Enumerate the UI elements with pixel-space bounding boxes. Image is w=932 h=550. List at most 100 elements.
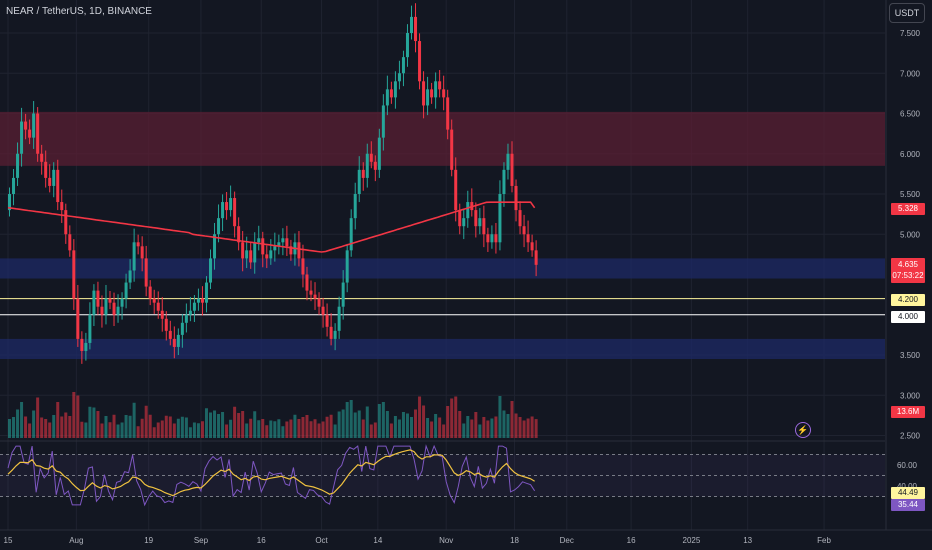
volume-bar: [462, 423, 466, 438]
price-tick-label: 6.000: [900, 150, 921, 159]
sma-line: [7, 201, 536, 253]
symbol-title[interactable]: NEAR / TetherUS, 1D, BINANCE: [6, 6, 152, 17]
price-tick-label: 6.500: [900, 110, 921, 119]
candle-body: [426, 89, 430, 106]
volume-bar: [325, 416, 329, 438]
candle-body: [56, 169, 60, 203]
last-price-tag: 4.635 07:53:22: [891, 258, 925, 283]
candle-body: [112, 302, 116, 315]
volume-bar: [36, 397, 40, 438]
volume-bar: [80, 421, 84, 438]
candle-body: [389, 89, 393, 98]
sma-value-tag: 5.328: [891, 203, 925, 215]
candle-body: [84, 342, 88, 351]
price-tick-label: 7.000: [900, 69, 921, 78]
volume-bar: [168, 416, 172, 438]
volume-bar: [72, 392, 76, 438]
candle-body: [237, 226, 241, 243]
candle-body: [28, 129, 32, 138]
price-tick-label: 5.000: [900, 230, 921, 239]
volume-bar: [466, 416, 470, 438]
volume-bar: [397, 419, 401, 438]
volume-bar: [301, 417, 305, 438]
candle-body: [385, 89, 389, 106]
time-tick-label: Oct: [315, 536, 328, 545]
volume-bar: [534, 419, 538, 438]
volume-bar: [8, 419, 11, 438]
volume-bar: [64, 412, 68, 438]
candle-body: [249, 250, 253, 263]
candle-body: [526, 234, 530, 243]
volume-bar: [478, 424, 482, 438]
volume-bar: [136, 426, 140, 438]
candle-body: [241, 242, 245, 259]
level-high-tag: 4.200: [891, 294, 925, 306]
candle-body: [213, 234, 217, 259]
candle-body: [434, 81, 438, 98]
volume-bar: [124, 415, 128, 438]
time-axis[interactable]: 15 Aug 19 Sep 16 Oct 14 Nov 18 Dec 16 2025 13 Feb: [0, 529, 932, 545]
volume-bar: [44, 419, 48, 438]
candle-body: [180, 322, 184, 335]
candle-body: [345, 250, 349, 283]
candle-body: [76, 298, 80, 339]
candle-body: [24, 121, 28, 130]
candle-body: [132, 242, 136, 271]
candle-body: [148, 286, 152, 299]
volume-bar: [192, 422, 196, 438]
time-tick-label: Sep: [194, 536, 209, 545]
candle-body: [12, 177, 16, 194]
lightning-icon[interactable]: ⚡: [795, 422, 811, 438]
volume-bar: [48, 422, 52, 438]
volume-bar: [200, 421, 204, 438]
time-tick-label: 14: [373, 536, 382, 545]
volume-bar: [148, 414, 152, 438]
candle-body: [120, 298, 124, 307]
volume-bar: [164, 415, 168, 438]
volume-bar: [196, 423, 200, 438]
candle-body: [96, 290, 100, 307]
volume-bar: [289, 419, 293, 438]
candle-body: [297, 242, 301, 259]
price-tick-label: 7.500: [900, 29, 921, 38]
volume-bar: [369, 424, 373, 438]
volume-bar: [333, 424, 337, 438]
volume-bar: [60, 416, 64, 438]
volume-bar: [474, 412, 478, 438]
candle-body: [128, 270, 132, 283]
candle-body: [405, 33, 409, 58]
time-tick-label: Dec: [560, 536, 574, 545]
candle-body: [333, 330, 337, 339]
volume-bar: [108, 422, 112, 438]
volume-bar: [442, 424, 446, 438]
candle-body: [490, 234, 494, 243]
volume-bar: [530, 416, 534, 438]
candle-body: [281, 238, 285, 243]
candle-body: [478, 218, 482, 227]
volume-bar: [233, 406, 237, 438]
volume-bar: [510, 401, 514, 438]
candle-body: [329, 326, 333, 339]
price-axis[interactable]: 7.500 7.000 6.500 6.000 5.500 5.000 3.500 3.000…: [885, 0, 921, 530]
candle-body: [313, 294, 317, 299]
volume-bar: [518, 417, 522, 438]
candle-body: [116, 306, 120, 315]
volume-bar: [253, 411, 257, 438]
candle-body: [168, 330, 172, 339]
candle-body: [410, 16, 413, 33]
volume-bar: [204, 408, 208, 438]
volume-bar: [377, 404, 381, 438]
candle-body: [273, 246, 277, 251]
volume-bar: [76, 395, 80, 438]
candle-body: [357, 169, 361, 194]
candle-body: [442, 89, 446, 98]
currency-button[interactable]: USDT: [889, 3, 925, 23]
volume-bar: [329, 414, 333, 438]
candle-body: [393, 81, 397, 98]
volume-bar: [221, 412, 225, 438]
volume-bar: [112, 414, 116, 438]
volume-bar: [116, 424, 120, 438]
candle-body: [289, 246, 293, 255]
volume-bar: [381, 402, 385, 438]
